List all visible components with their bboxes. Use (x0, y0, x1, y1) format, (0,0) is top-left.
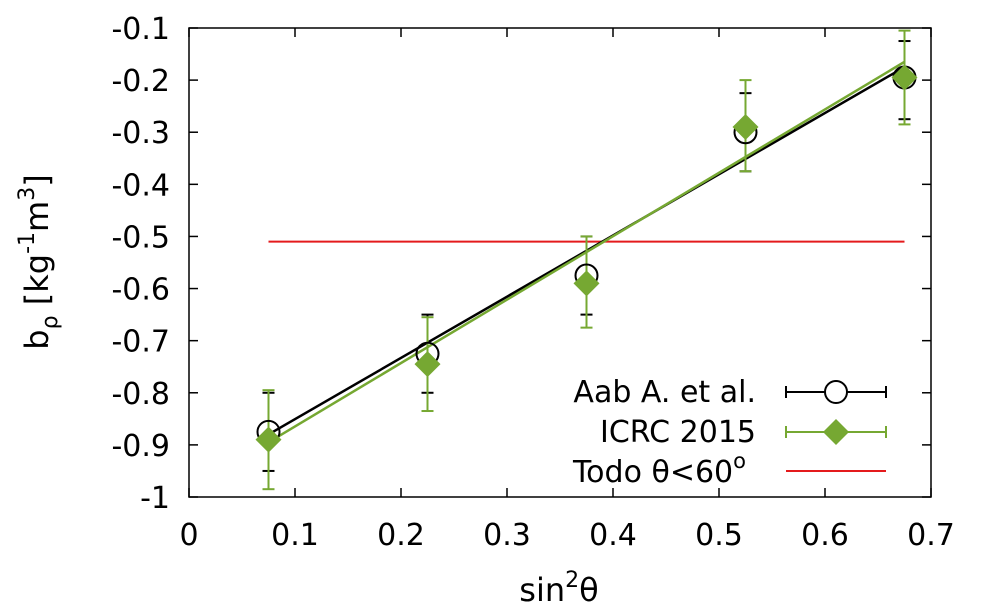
x-tick-label: 0.7 (907, 518, 955, 553)
x-tick-label: 0.6 (801, 518, 849, 553)
y-tick-label: -0.2 (111, 64, 170, 99)
y-tick-label: -0.1 (111, 12, 170, 47)
point-icrc (732, 114, 759, 141)
point-icrc (255, 426, 282, 453)
x-tick-label: 0.3 (483, 518, 531, 553)
x-tick-label: 0 (179, 518, 198, 553)
x-axis-title: sin2θ (519, 568, 598, 609)
y-tick-label: -0.4 (111, 168, 170, 203)
y-tick-label: -0.9 (111, 429, 170, 464)
y-tick-label: -0.6 (111, 273, 170, 308)
series-layer (255, 29, 918, 491)
point-icrc (573, 270, 600, 297)
x-axis-ticks: 0 0.1 0.2 0.3 0.4 0.5 0.6 0.7 (179, 28, 955, 553)
legend: Aab A. et al. ICRC 2015 Todo θ<60o (572, 375, 887, 490)
x-tick-label: 0.2 (377, 518, 425, 553)
legend-marker-icrc (823, 419, 849, 445)
x-tick-label: 0.5 (695, 518, 743, 553)
y-tick-label: -0.3 (111, 116, 170, 151)
point-icrc (891, 64, 918, 91)
legend-label-todo: Todo θ<60o (572, 449, 746, 490)
y-tick-label: -0.8 (111, 377, 170, 412)
legend-label-aab: Aab A. et al. (573, 375, 756, 410)
y-tick-label: -1 (140, 481, 170, 516)
plot-frame (188, 27, 932, 498)
x-tick-label: 0.4 (589, 518, 637, 553)
y-tick-label: -0.7 (111, 325, 170, 360)
point-icrc (414, 351, 441, 378)
y-tick-label: -0.5 (111, 220, 170, 255)
legend-label-icrc: ICRC 2015 (600, 415, 756, 450)
x-tick-label: 0.1 (271, 518, 319, 553)
y-axis-title: bρ [kg-1m3] (15, 174, 63, 349)
y-axis-ticks: -1 -0.9 -0.8 -0.7 -0.6 -0.5 -0.4 -0.3 -0.2 -0.1 (111, 12, 931, 516)
legend-marker-aab (824, 380, 848, 404)
